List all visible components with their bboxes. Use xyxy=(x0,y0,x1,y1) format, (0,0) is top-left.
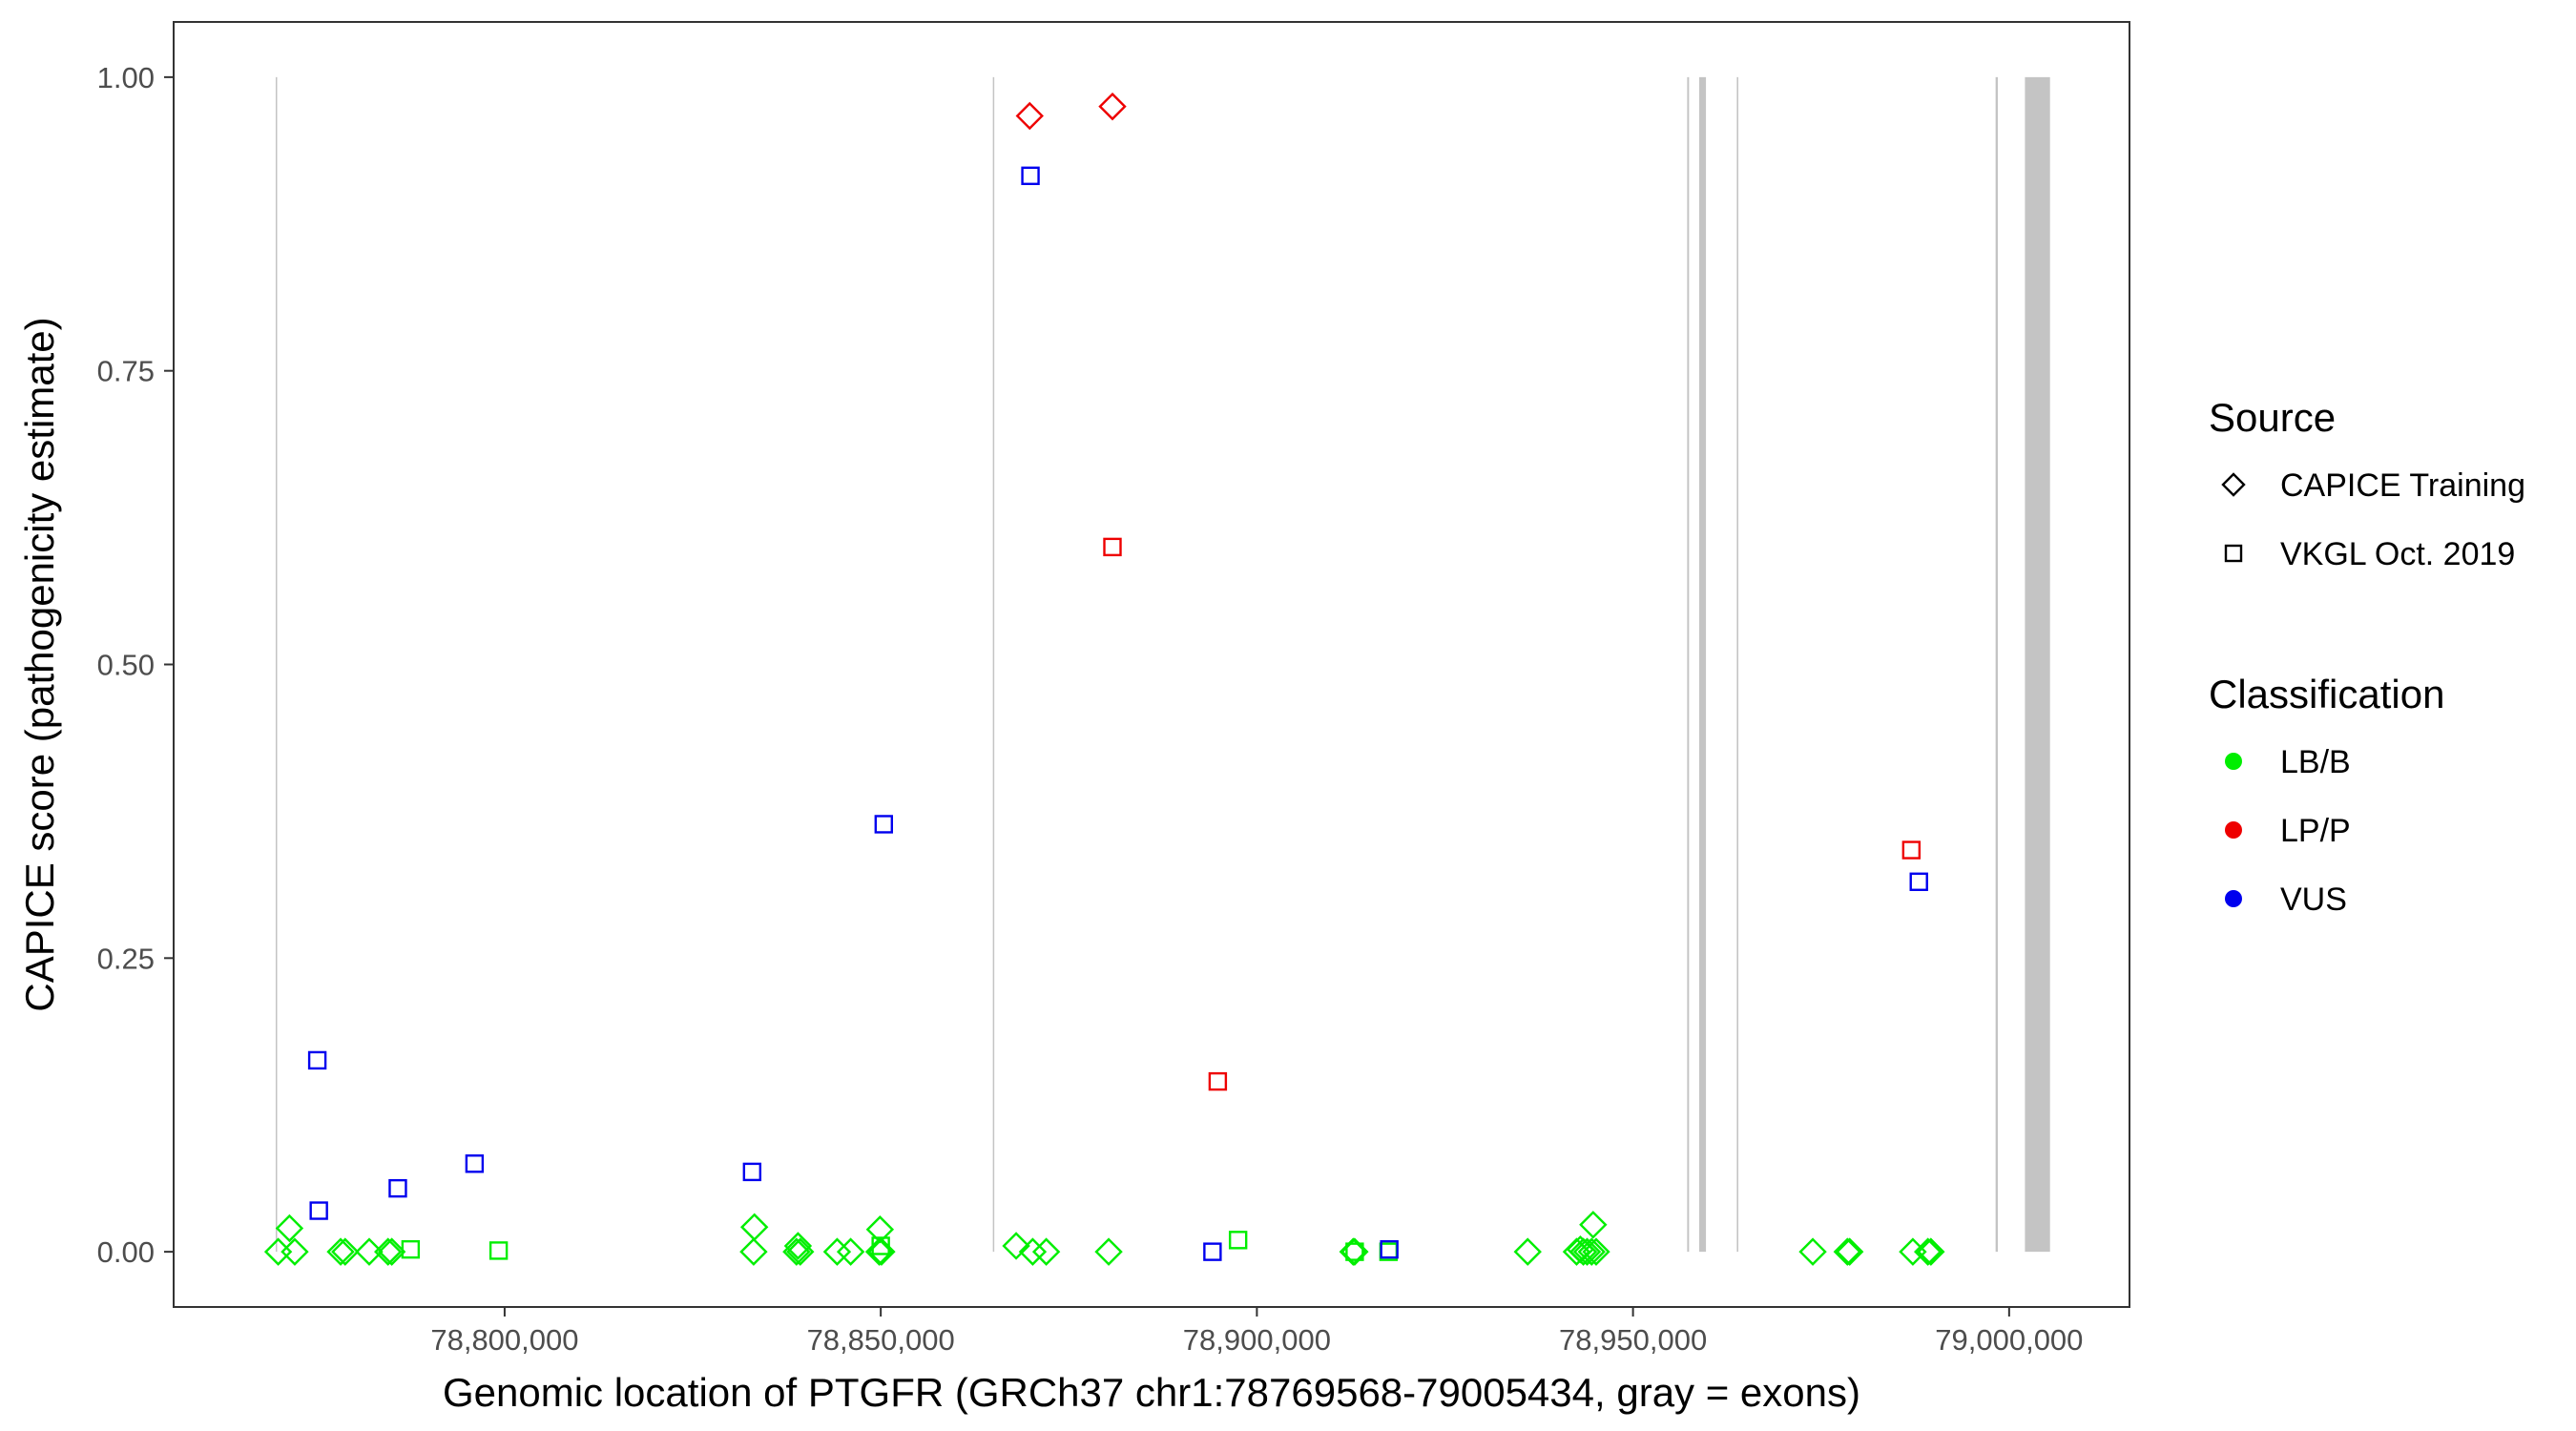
data-point-diamond xyxy=(326,1237,355,1266)
data-point-square xyxy=(1228,1231,1248,1250)
data-point-diamond xyxy=(1833,1237,1862,1266)
data-point-diamond xyxy=(1917,1237,1945,1266)
data-point-square xyxy=(401,1239,421,1259)
legend-label-classification: LB/B xyxy=(2280,744,2351,780)
legend-label-classification: LP/P xyxy=(2280,813,2351,849)
y-tick-label: 0.75 xyxy=(97,355,155,388)
data-point-square xyxy=(1909,872,1928,891)
y-tick-label: 0.50 xyxy=(97,649,155,682)
data-point-diamond xyxy=(331,1237,360,1266)
data-point-diamond xyxy=(1798,1237,1827,1266)
data-point-square xyxy=(871,1236,890,1255)
legend-label-source: VKGL Oct. 2019 xyxy=(2280,536,2515,572)
data-point-diamond xyxy=(1582,1237,1610,1266)
data-point-diamond xyxy=(786,1237,815,1266)
x-axis: 78,800,000 78,850,000 78,900,000 78,950,000… xyxy=(430,1307,2083,1357)
data-point-diamond xyxy=(1018,1237,1048,1266)
data-point-diamond xyxy=(1098,92,1127,121)
data-point-diamond xyxy=(1835,1237,1864,1266)
data-point-diamond xyxy=(1002,1232,1030,1260)
exon-bands xyxy=(275,76,2050,1253)
data-point-diamond xyxy=(1568,1237,1598,1266)
data-point-diamond xyxy=(377,1237,406,1266)
x-tick-label: 79,000,000 xyxy=(1935,1323,2083,1357)
data-point-diamond xyxy=(1031,1237,1061,1266)
y-tick-label: 0.25 xyxy=(97,942,155,975)
data-point-diamond xyxy=(1913,1237,1942,1266)
data-point-diamond xyxy=(739,1213,769,1241)
exon-band xyxy=(1736,76,1738,1253)
data-point-diamond xyxy=(1513,1237,1542,1266)
data-point-square xyxy=(874,815,894,834)
data-point-diamond xyxy=(822,1237,852,1266)
y-axis-title: CAPICE score (pathogenicity estimate) xyxy=(17,317,62,1011)
legend-key-diamond xyxy=(2221,472,2246,497)
data-point-diamond xyxy=(1577,1237,1606,1266)
data-point-diamond xyxy=(836,1237,865,1266)
y-tick-label: 1.00 xyxy=(97,61,155,94)
legend-key-square xyxy=(2224,544,2243,563)
data-point-square xyxy=(465,1154,485,1173)
data-point-square xyxy=(388,1178,407,1198)
legend-title-classification: Classification xyxy=(2209,672,2444,716)
data-point-square xyxy=(307,1050,327,1070)
data-point-square xyxy=(1103,537,1122,557)
x-tick-label: 78,850,000 xyxy=(807,1323,955,1357)
data-point-diamond xyxy=(1094,1237,1123,1266)
data-point-diamond xyxy=(1015,101,1044,131)
y-tick-label: 0.00 xyxy=(97,1235,155,1269)
exon-band xyxy=(275,76,278,1253)
legend-label-source: CAPICE Training xyxy=(2280,467,2525,504)
data-point-square xyxy=(1021,166,1040,185)
y-axis: 0.00 0.25 0.50 0.75 1.00 xyxy=(97,61,174,1269)
legend-key-dot xyxy=(2225,753,2242,770)
data-point-diamond xyxy=(739,1237,768,1266)
exon-band xyxy=(1995,76,1999,1253)
x-tick-label: 78,800,000 xyxy=(430,1323,578,1357)
legend-title-source: Source xyxy=(2209,395,2336,440)
data-point-square xyxy=(742,1162,762,1182)
data-point-square xyxy=(309,1201,328,1220)
data-point-square xyxy=(1901,840,1922,860)
legend-key-dot xyxy=(2225,890,2242,907)
exon-band xyxy=(2025,76,2050,1253)
data-point-square xyxy=(1345,1242,1364,1261)
legend-key-dot xyxy=(2225,821,2242,839)
data-point-square xyxy=(488,1241,509,1260)
legend: Source CAPICE Training VKGL Oct. 2019 Class… xyxy=(2209,395,2525,918)
data-point-diamond xyxy=(275,1213,304,1243)
data-point-diamond xyxy=(1579,1211,1608,1239)
data-point-diamond xyxy=(864,1237,894,1266)
data-point-diamond xyxy=(783,1232,813,1260)
data-points xyxy=(263,92,1945,1266)
data-point-square xyxy=(1380,1239,1399,1259)
data-point-diamond xyxy=(1572,1237,1602,1266)
data-point-diamond xyxy=(355,1237,384,1266)
x-axis-title: Genomic location of PTGFR (GRCh37 chr1:7… xyxy=(443,1370,1860,1415)
data-point-diamond xyxy=(280,1237,309,1266)
data-point-square xyxy=(1208,1071,1228,1091)
exon-band xyxy=(1699,76,1707,1253)
x-tick-label: 78,900,000 xyxy=(1183,1323,1331,1357)
legend-label-classification: VUS xyxy=(2280,881,2347,918)
exon-band xyxy=(1687,76,1690,1253)
exon-band xyxy=(992,76,995,1253)
data-point-square xyxy=(1203,1242,1222,1261)
data-point-diamond xyxy=(374,1237,403,1266)
x-tick-label: 78,950,000 xyxy=(1559,1323,1707,1357)
